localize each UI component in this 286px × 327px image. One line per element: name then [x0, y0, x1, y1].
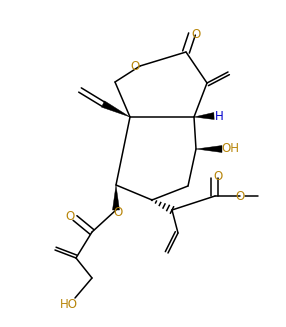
Text: H: H: [214, 111, 223, 124]
Polygon shape: [102, 101, 130, 117]
Text: O: O: [191, 27, 200, 41]
Text: O: O: [65, 211, 75, 223]
Text: HO: HO: [60, 299, 78, 312]
Text: O: O: [130, 60, 140, 74]
Text: O: O: [113, 205, 123, 218]
Polygon shape: [196, 146, 222, 152]
Text: O: O: [235, 190, 245, 202]
Polygon shape: [112, 185, 120, 210]
Text: O: O: [213, 169, 223, 182]
Polygon shape: [194, 112, 214, 119]
Text: OH: OH: [221, 143, 239, 156]
